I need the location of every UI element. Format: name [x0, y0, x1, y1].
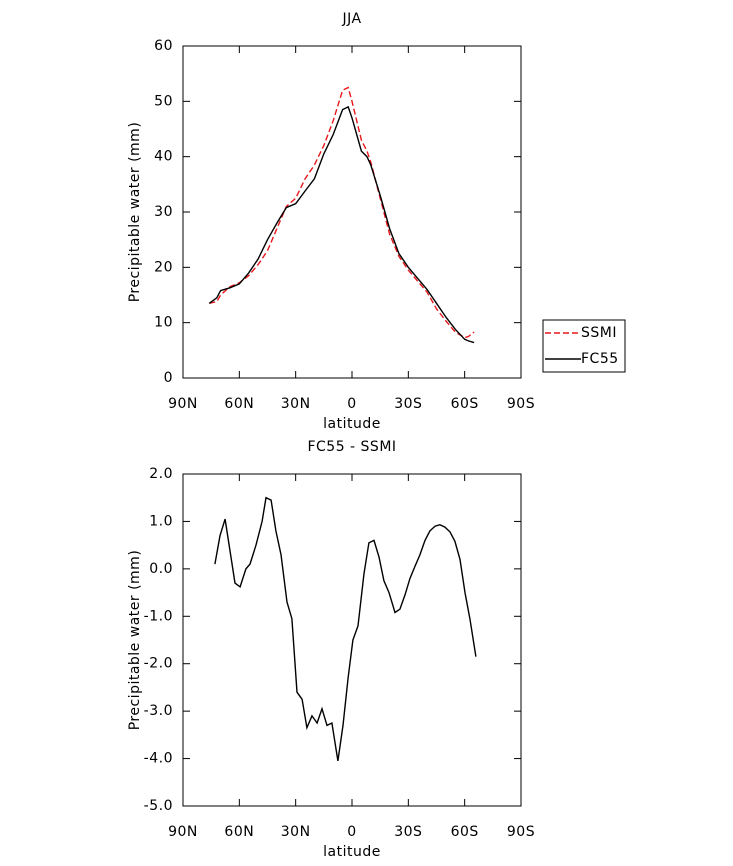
x-tick-label: 60S — [451, 824, 479, 840]
x-tick-label: 60N — [224, 396, 254, 412]
y-tick-label: 60 — [154, 38, 173, 54]
y-tick-label: 0 — [164, 370, 173, 386]
y-tick-label: -2.0 — [144, 656, 173, 672]
y-tick-label: 1.0 — [149, 513, 173, 529]
x-axis-label: latitude — [323, 416, 381, 432]
x-tick-label: 60N — [224, 824, 254, 840]
x-tick-label: 90S — [507, 396, 535, 412]
x-tick-label: 90S — [507, 824, 535, 840]
legend-label: FC55 — [581, 351, 619, 367]
legend-box — [542, 319, 626, 373]
y-tick-label: -3.0 — [144, 703, 173, 719]
data-line — [214, 496, 477, 762]
x-tick-label: 30N — [281, 824, 311, 840]
x-axis-label: latitude — [323, 844, 381, 860]
x-tick-label: 90N — [168, 396, 198, 412]
y-tick-label: -1.0 — [144, 608, 173, 624]
x-tick-label: 0 — [347, 824, 356, 840]
y-tick-label: 10 — [154, 315, 173, 331]
x-tick-label: 90N — [168, 824, 198, 840]
y-tick-label: 20 — [154, 259, 173, 275]
data-line — [209, 86, 475, 339]
x-tick-label: 30S — [394, 396, 422, 412]
chart-title: FC55 - SSMI — [307, 439, 396, 455]
legend-label: SSMI — [581, 325, 617, 341]
y-axis-label: Precipitable water (mm) — [127, 550, 143, 731]
y-tick-label: 40 — [154, 149, 173, 165]
y-axis-label: Precipitable water (mm) — [127, 122, 143, 303]
y-tick-label: 0.0 — [149, 561, 173, 577]
plot-frame — [182, 45, 522, 379]
y-tick-label: 50 — [154, 93, 173, 109]
x-tick-label: 30S — [394, 824, 422, 840]
x-tick-label: 30N — [281, 396, 311, 412]
y-tick-label: 30 — [154, 204, 173, 220]
y-tick-label: -4.0 — [144, 751, 173, 767]
x-tick-label: 60S — [451, 396, 479, 412]
data-line — [208, 105, 475, 344]
y-tick-label: -5.0 — [144, 798, 173, 814]
plot-frame — [182, 473, 522, 807]
x-tick-label: 0 — [347, 396, 356, 412]
y-tick-label: 2.0 — [149, 466, 173, 482]
chart-title: JJA — [341, 11, 361, 27]
